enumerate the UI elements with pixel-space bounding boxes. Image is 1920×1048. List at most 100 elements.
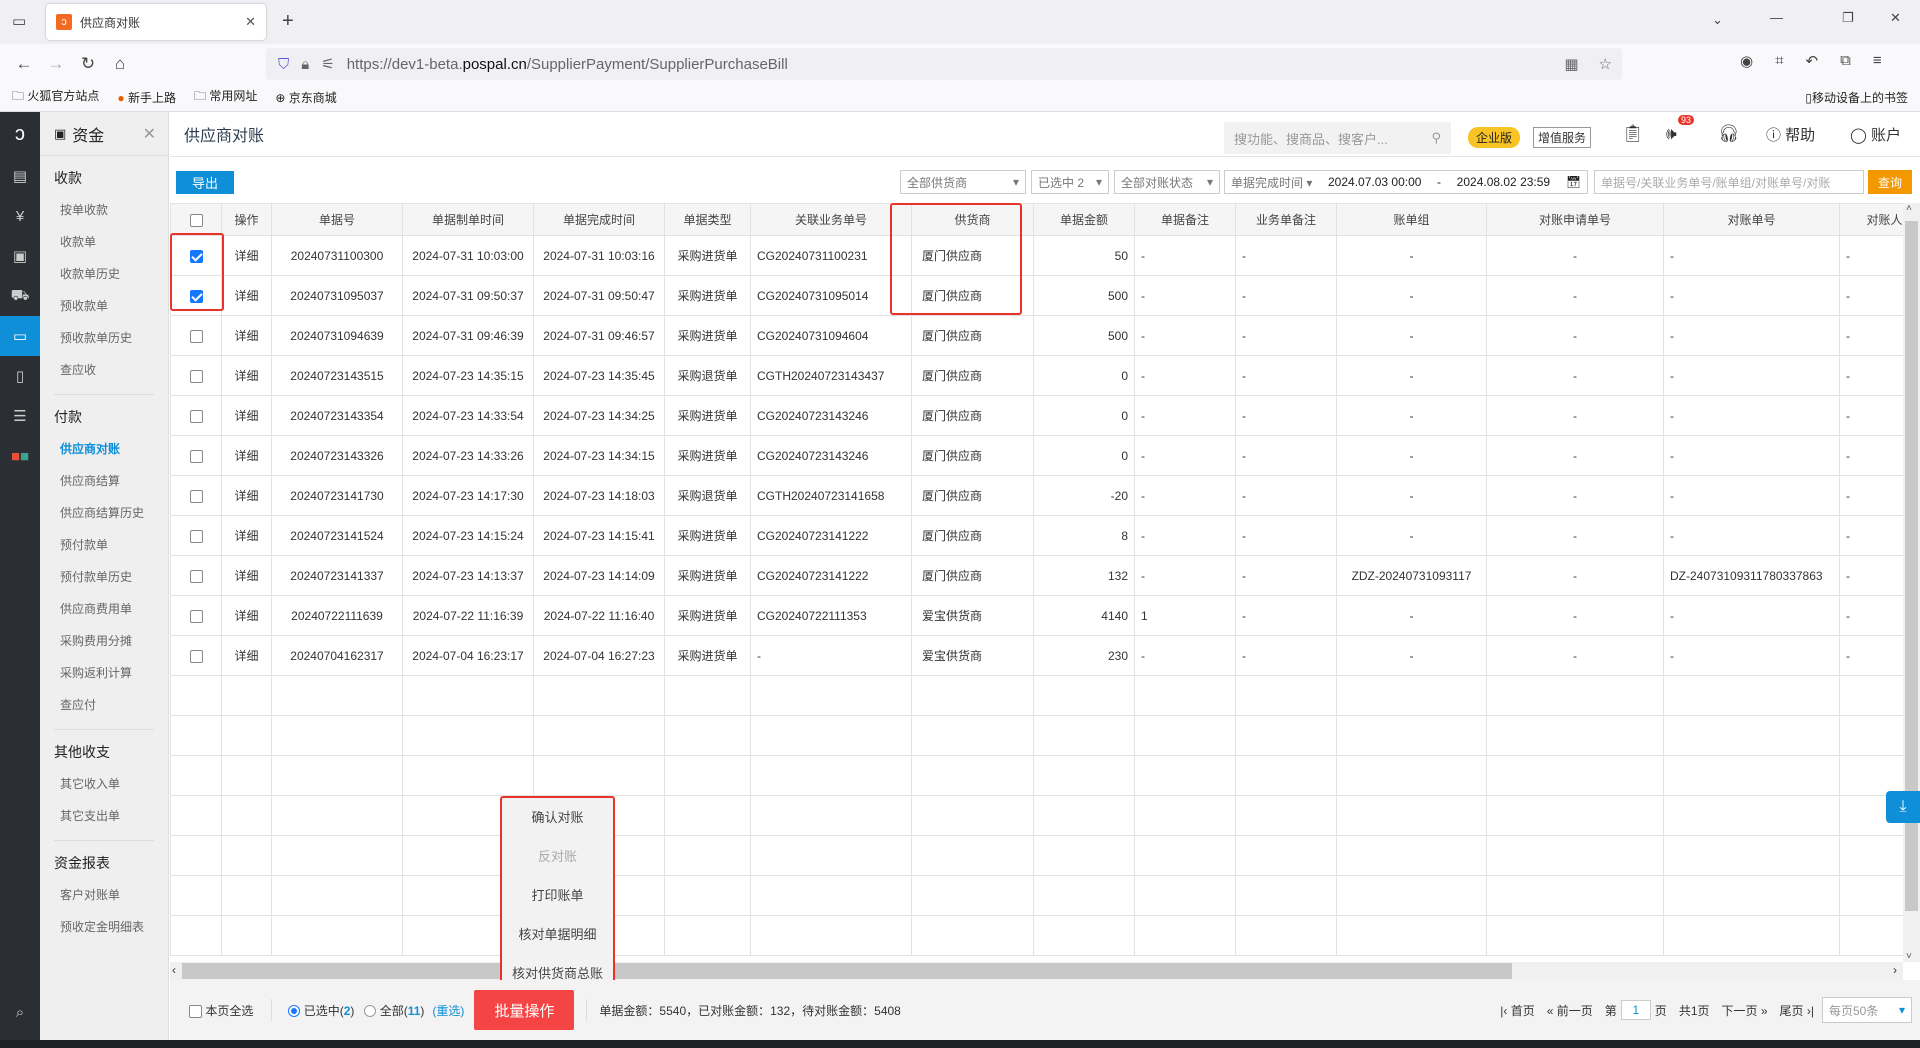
global-search-input[interactable]: 搜功能、搜商品、搜客户... ⚲ bbox=[1224, 122, 1451, 154]
browser-tab[interactable]: ↄ 供应商对账 ✕ bbox=[46, 4, 266, 40]
table-row[interactable]: 详细 20240731100300 2024-07-31 10:03:00 2024-… bbox=[170, 235, 1920, 276]
qr-icon[interactable]: ▦ bbox=[1564, 56, 1579, 73]
page-number-input[interactable]: 1 bbox=[1620, 1000, 1651, 1020]
horizontal-scroll-thumb[interactable] bbox=[182, 963, 1512, 979]
batch-operation-button[interactable]: 批量操作 bbox=[474, 990, 575, 1030]
bookmark-item[interactable]: ● 新手上路 bbox=[117, 90, 176, 105]
date-range-picker[interactable]: 单据完成时间 ▾ 2024.07.03 00:00 - 2024.08.02 2… bbox=[1224, 170, 1588, 194]
home-icon[interactable]: ⌂ bbox=[114, 53, 126, 73]
sidebar-item[interactable]: 查应收 bbox=[60, 363, 97, 377]
download-icon[interactable]: ⤓ bbox=[1886, 791, 1920, 823]
close-sidebar-icon[interactable]: ✕ bbox=[142, 125, 156, 143]
account-button[interactable]: ◯ 账户 bbox=[1850, 127, 1901, 144]
rail-card-icon[interactable]: ▯ bbox=[15, 368, 25, 385]
sidebar-item[interactable]: 预收款单 bbox=[60, 299, 109, 313]
table-row[interactable]: 详细 20240723141730 2024-07-23 14:17:30 2024-… bbox=[170, 475, 1920, 516]
select-all-checkbox[interactable] bbox=[170, 203, 222, 236]
extensions-icon[interactable]: ⧉ bbox=[1840, 52, 1851, 69]
row-checkbox[interactable] bbox=[170, 475, 222, 516]
sidebar-item[interactable]: 按单收款 bbox=[60, 203, 109, 217]
batch-menu-item[interactable]: 核对供货商总账 bbox=[511, 966, 603, 981]
close-window-icon[interactable]: ✕ bbox=[1890, 10, 1901, 25]
detail-link[interactable]: 详细 bbox=[221, 515, 272, 556]
account-icon[interactable]: ◉ bbox=[1740, 53, 1754, 70]
headset-icon[interactable]: 🎧︎ bbox=[1718, 124, 1740, 143]
scroll-left-icon[interactable]: ‹ bbox=[172, 963, 176, 977]
sidebar-item[interactable]: 预付款单 bbox=[60, 538, 109, 552]
page-size-select[interactable]: 每页50条 ▾ bbox=[1822, 997, 1912, 1023]
table-row[interactable]: 详细 20240704162317 2024-07-04 16:23:17 2024-… bbox=[170, 635, 1920, 676]
status-filter[interactable]: 全部对账状态 ▾ bbox=[1114, 170, 1220, 194]
bookmark-star-icon[interactable]: ☆ bbox=[1598, 56, 1612, 73]
undo-icon[interactable]: ↶ bbox=[1805, 53, 1819, 70]
scroll-up-icon[interactable]: ˄ bbox=[1906, 203, 1912, 214]
table-row[interactable]: 详细 20240723143326 2024-07-23 14:33:26 2024-… bbox=[170, 435, 1920, 476]
rail-doc-icon[interactable]: ▤ bbox=[12, 168, 28, 185]
rail-truck-icon[interactable]: ⛟ bbox=[10, 286, 30, 304]
rail-search-icon[interactable]: ⌕ bbox=[15, 1003, 25, 1021]
reload-icon[interactable]: ↻ bbox=[80, 53, 96, 73]
next-page-button[interactable]: 下一页 » bbox=[1721, 1003, 1768, 1018]
batch-menu-item[interactable]: 确认对账 bbox=[531, 810, 584, 825]
table-row[interactable]: 详细 20240723141524 2024-07-23 14:15:24 2024-… bbox=[170, 515, 1920, 556]
tab-overflow-icon[interactable]: ⌄ bbox=[1712, 12, 1723, 27]
date-from[interactable]: 2024.07.03 00:00 bbox=[1328, 175, 1422, 189]
table-row[interactable]: 详细 20240723143515 2024-07-23 14:35:15 2024-… bbox=[170, 355, 1920, 396]
row-checkbox[interactable] bbox=[170, 635, 222, 676]
detail-link[interactable]: 详细 bbox=[221, 475, 272, 516]
clipboard-icon[interactable]: 📋︎ bbox=[1622, 124, 1644, 143]
vertical-scrollbar[interactable]: ˄ ˅ bbox=[1903, 203, 1920, 962]
search-icon[interactable]: ⚲ bbox=[1431, 130, 1441, 145]
table-row[interactable]: 详细 20240731094639 2024-07-31 09:46:39 2024-… bbox=[170, 315, 1920, 356]
detail-link[interactable]: 详细 bbox=[221, 355, 272, 396]
detail-link[interactable]: 详细 bbox=[221, 435, 272, 476]
row-checkbox[interactable] bbox=[170, 515, 222, 556]
time-type-select[interactable]: 单据完成时间 ▾ bbox=[1231, 175, 1313, 190]
selected-filter[interactable]: 已选中 2 ▾ bbox=[1031, 170, 1109, 194]
row-checkbox[interactable] bbox=[170, 395, 222, 436]
restore-icon[interactable]: ❐ bbox=[1842, 10, 1854, 25]
row-checkbox[interactable] bbox=[170, 355, 222, 396]
sidebar-item[interactable]: 供应商结算历史 bbox=[60, 506, 145, 520]
rail-cash-icon[interactable]: ¥ bbox=[15, 207, 25, 225]
tab-list-icon[interactable]: ▭ bbox=[12, 13, 27, 30]
row-checkbox[interactable] bbox=[170, 595, 222, 636]
bookmark-item[interactable]: ⊕ 京东商城 bbox=[275, 90, 337, 105]
rail-box-icon[interactable]: ▣ bbox=[12, 248, 28, 265]
url-bar[interactable]: ⛉ 🔒︎ ⚟ https://dev1-beta.pospal.cn/Suppl… bbox=[266, 48, 1622, 80]
sidebar-item[interactable]: 收款单 bbox=[60, 235, 97, 249]
detail-link[interactable]: 详细 bbox=[221, 595, 272, 636]
minimize-icon[interactable]: — bbox=[1770, 10, 1783, 25]
sidebar-item[interactable]: 客户对账单 bbox=[60, 888, 121, 902]
detail-link[interactable]: 详细 bbox=[221, 275, 272, 316]
new-tab-icon[interactable]: + bbox=[282, 10, 294, 32]
row-checkbox[interactable] bbox=[170, 555, 222, 596]
sidebar-item[interactable]: 查应付 bbox=[60, 698, 97, 712]
sidebar-item[interactable]: 采购费用分摊 bbox=[60, 634, 133, 648]
row-checkbox[interactable] bbox=[170, 275, 222, 316]
sidebar-item[interactable]: 供应商对账 bbox=[60, 442, 121, 456]
row-checkbox[interactable] bbox=[170, 235, 222, 276]
sidebar-item[interactable]: 其它收入单 bbox=[60, 777, 121, 791]
menu-icon[interactable]: ≡ bbox=[1872, 52, 1882, 69]
date-to[interactable]: 2024.08.02 23:59 bbox=[1456, 175, 1551, 189]
detail-link[interactable]: 详细 bbox=[221, 555, 272, 596]
row-checkbox[interactable] bbox=[170, 315, 222, 356]
scroll-down-icon[interactable]: ˅ bbox=[1906, 951, 1912, 962]
all-radio[interactable]: 全部(11) bbox=[364, 1002, 424, 1019]
rail-apps-icon[interactable]: ■ ■ bbox=[10, 447, 30, 465]
sidebar-item[interactable]: 其它支出单 bbox=[60, 809, 121, 823]
first-page-button[interactable]: |‹ 首页 bbox=[1500, 1003, 1535, 1018]
select-page-checkbox[interactable]: 本页全选 bbox=[189, 1002, 253, 1019]
table-row[interactable]: 详细 20240723141337 2024-07-23 14:13:37 2024-… bbox=[170, 555, 1920, 596]
detail-link[interactable]: 详细 bbox=[221, 235, 272, 276]
keyword-search-input[interactable]: 单据号/关联业务单号/账单组/对账单号/对账 bbox=[1594, 170, 1864, 194]
supplier-filter[interactable]: 全部供货商 ▾ bbox=[900, 170, 1026, 194]
mobile-bookmarks[interactable]: ▯移动设备上的书签 bbox=[1805, 90, 1908, 105]
table-row[interactable]: 详细 20240722111639 2024-07-22 11:16:39 2024-… bbox=[170, 595, 1920, 636]
sidebar-item[interactable]: 预收款单历史 bbox=[60, 331, 133, 345]
sidebar-item[interactable]: 预收定金明细表 bbox=[60, 920, 145, 934]
detail-link[interactable]: 详细 bbox=[221, 315, 272, 356]
batch-menu-item[interactable]: 核对单据明细 bbox=[518, 927, 597, 942]
scroll-right-icon[interactable]: › bbox=[1893, 963, 1897, 977]
